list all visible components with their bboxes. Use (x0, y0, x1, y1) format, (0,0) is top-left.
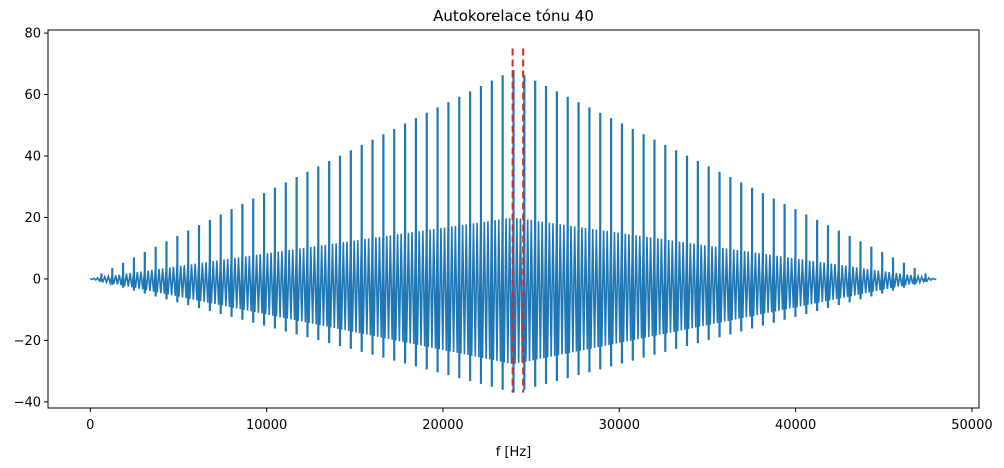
axes-frame (47, 29, 980, 409)
y-axis: −40 −20 0 20 40 60 80 (14, 27, 48, 410)
chart-title: Autokorelace tónu 40 (433, 7, 594, 25)
x-axis: 0 10000 20000 30000 40000 50000 (86, 408, 993, 433)
y-tick-label: 80 (24, 27, 41, 42)
x-axis-label: f [Hz] (496, 445, 531, 460)
y-tick-label: 20 (24, 211, 41, 226)
marker-lines (511, 48, 525, 393)
x-tick-label: 50000 (951, 418, 992, 433)
x-tick-label: 10000 (246, 418, 287, 433)
y-tick-label: 60 (24, 88, 41, 103)
y-tick-label: 40 (24, 150, 41, 165)
x-tick-label: 30000 (599, 418, 640, 433)
x-tick-label: 0 (86, 418, 94, 433)
y-tick-label: 0 (33, 272, 41, 287)
y-tick-label: −20 (14, 334, 41, 349)
x-tick-label: 40000 (775, 418, 816, 433)
y-tick-label: −40 (14, 395, 41, 410)
series-autocorrelation (89, 69, 938, 393)
x-tick-label: 20000 (422, 418, 463, 433)
